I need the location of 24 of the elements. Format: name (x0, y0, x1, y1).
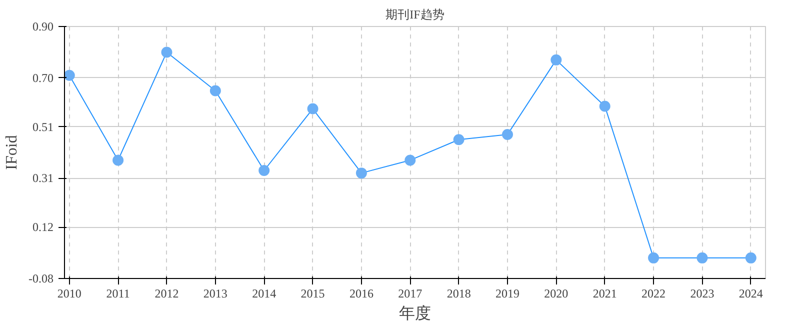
y-tick-label: 0.90 (32, 20, 54, 34)
x-tick-label: 2021 (592, 286, 617, 300)
y-tick-label: 0.31 (32, 171, 54, 186)
x-tick-label: 2017 (398, 286, 422, 300)
y-tick-label: -0.08 (28, 272, 54, 286)
x-tick-label: 2013 (203, 286, 228, 300)
x-tick-label: 2024 (738, 286, 763, 300)
x-tick-label: 2020 (544, 286, 568, 300)
chart-title: 期刊IF趋势 (386, 8, 444, 22)
y-tick-label: 0.12 (32, 220, 54, 234)
x-tick-label: 2015 (300, 286, 325, 300)
x-tick-label: 2010 (57, 286, 82, 300)
y-axis-title: IFoid (4, 135, 21, 170)
x-tick-label: 2012 (154, 286, 179, 300)
x-tick-label: 2018 (446, 286, 471, 300)
x-tick-label: 2019 (495, 286, 520, 300)
y-tick-label: 0.70 (32, 70, 54, 85)
x-axis-title: 年度 (399, 304, 431, 322)
x-tick-label: 2011 (106, 286, 130, 300)
y-tick-label: 0.51 (32, 120, 54, 134)
x-tick-label: 2023 (690, 286, 714, 300)
x-tick-label: 2014 (252, 286, 276, 300)
x-tick-label: 2022 (642, 286, 666, 300)
x-tick-label: 2016 (349, 286, 374, 300)
